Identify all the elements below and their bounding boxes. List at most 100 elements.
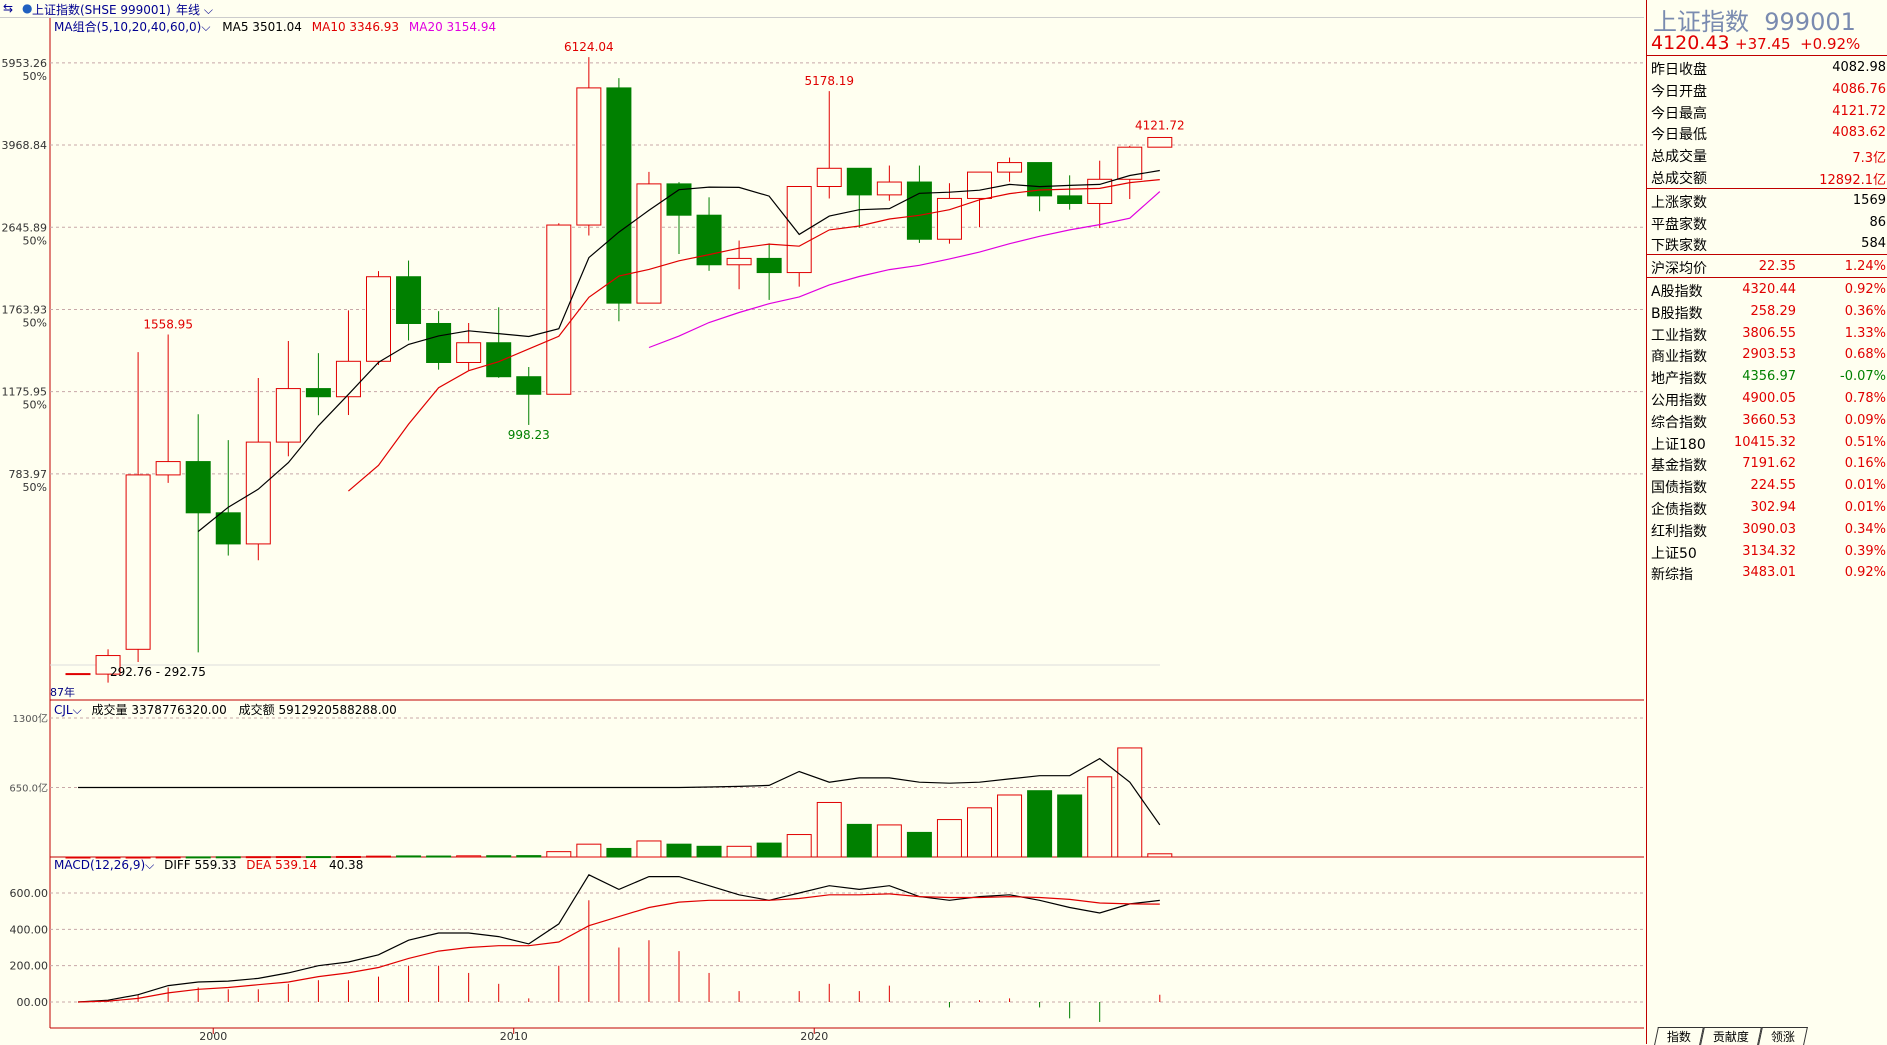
separator	[1647, 277, 1887, 278]
ma5-line	[197, 169, 1160, 532]
volume-axis-label: 1300亿	[13, 712, 48, 725]
candle-body	[997, 162, 1023, 173]
bottom-tabs: 指数 贡献度 领涨	[1654, 1027, 1808, 1045]
quote-label: 下跌家数	[1651, 238, 1707, 255]
candle-body	[576, 87, 602, 226]
candle-body	[155, 461, 181, 476]
candle-body	[516, 376, 542, 395]
index-row-4[interactable]: 地产指数 4356.97 -0.07%	[1647, 365, 1887, 387]
main-indicator-header: MA组合(5,10,20,40,60,0)⌵ MA5 3501.04 MA10 …	[54, 18, 496, 35]
chevron-down-icon[interactable]: ⌵	[145, 858, 155, 872]
avg-price-row[interactable]: 沪深均价 22.35 1.24%	[1647, 255, 1887, 277]
quote-label: 公用指数	[1651, 393, 1707, 409]
volume-bar	[576, 843, 602, 858]
quote-label: 工业指数	[1651, 327, 1707, 344]
volume-bar	[305, 856, 331, 859]
volume-bar	[816, 801, 842, 858]
candle-body	[936, 197, 962, 240]
quote-price: 4120.43	[1651, 32, 1730, 54]
volume-indicator-selector[interactable]: CJL	[54, 703, 73, 717]
start-year-label: 87年	[50, 685, 75, 699]
quote-value: 4086.76	[1832, 81, 1886, 97]
security-name[interactable]: 上证指数(SHSE 999001)	[32, 3, 171, 17]
breadth-row-0[interactable]: 上涨家数 1569	[1647, 189, 1887, 211]
quote-row-5[interactable]: 总成交额 12892.1亿	[1647, 165, 1887, 188]
low-price-label: 998.23	[508, 428, 550, 442]
quote-value: 86	[1869, 214, 1886, 230]
volume-bar	[155, 856, 181, 859]
breadth-row-2[interactable]: 下跌家数 584	[1647, 232, 1887, 254]
quote-label: B股指数	[1651, 305, 1703, 322]
chevron-down-icon[interactable]: ⌵	[72, 703, 82, 717]
quote-percent: 0.09%	[1844, 412, 1886, 428]
index-row-9[interactable]: 国债指数 224.55 0.01%	[1647, 474, 1887, 496]
quote-label: 今日最低	[1651, 127, 1707, 144]
quote-row-1[interactable]: 今日开盘 4086.76	[1647, 78, 1887, 100]
price-axis-percent: 50%	[23, 316, 47, 329]
separator	[1647, 55, 1887, 56]
quote-panel: 上证指数 999001 4120.43 +37.45 +0.92% 昨日收盘 40…	[1646, 0, 1887, 1044]
volume-bar	[516, 855, 542, 858]
ma20-value: MA20 3154.94	[408, 20, 497, 34]
index-row-11[interactable]: 红利指数 3090.03 0.34%	[1647, 518, 1887, 540]
candle-body	[366, 276, 391, 362]
volume-bar	[1147, 853, 1173, 858]
price-axis-percent: 50%	[23, 234, 47, 247]
candle-body	[245, 441, 271, 545]
kline-chart-svg[interactable]: 5953.2650%3968.842645.8950%1763.9350%117…	[0, 0, 1644, 1044]
volume-bar	[1117, 747, 1143, 858]
back-forward-icon[interactable]: ⇆	[3, 1, 14, 15]
tab-leaders[interactable]: 领涨	[1757, 1027, 1808, 1045]
quote-value: 4320.44	[1742, 282, 1796, 297]
index-row-1[interactable]: B股指数 258.29 0.36%	[1647, 300, 1887, 322]
quote-percent: 0.39%	[1844, 543, 1886, 559]
indicator-selector[interactable]: MA组合(5,10,20,40,60,0)	[54, 20, 202, 34]
quote-value: 224.55	[1750, 478, 1797, 494]
quote-label: 平盘家数	[1651, 216, 1707, 233]
macd-axis-label: 200.00	[10, 960, 49, 973]
price-axis-label: 1763.93	[2, 303, 48, 316]
index-row-7[interactable]: 上证180 10415.32 0.51%	[1647, 431, 1887, 453]
index-row-3[interactable]: 商业指数 2903.53 0.68%	[1647, 343, 1887, 365]
x-axis-label: 2000	[199, 1030, 227, 1043]
tab-index[interactable]: 指数	[1654, 1027, 1704, 1045]
chevron-down-icon[interactable]: ⌵	[201, 20, 211, 34]
index-row-5[interactable]: 公用指数 4900.05 0.78%	[1647, 387, 1887, 409]
quote-value: 2903.53	[1742, 347, 1796, 363]
index-row-12[interactable]: 上证50 3134.32 0.39%	[1647, 540, 1887, 562]
tab-contribution[interactable]: 贡献度	[1699, 1027, 1762, 1045]
quote-value: 4900.05	[1742, 391, 1796, 406]
index-row-8[interactable]: 基金指数 7191.62 0.16%	[1647, 452, 1887, 474]
candle-body	[125, 474, 151, 650]
quote-percent: 0.78%	[1844, 391, 1886, 406]
quote-label: 综合指数	[1651, 414, 1707, 431]
period-selector[interactable]: 年线 ⌵	[176, 3, 213, 17]
amount-value: 成交额 5912920588288.00	[238, 703, 397, 717]
quote-row-0[interactable]: 昨日收盘 4082.98	[1647, 56, 1887, 78]
index-row-6[interactable]: 综合指数 3660.53 0.09%	[1647, 409, 1887, 431]
quote-label: 商业指数	[1651, 349, 1707, 366]
quote-row-4[interactable]: 总成交量 7.3亿	[1647, 143, 1887, 167]
breadth-row-1[interactable]: 平盘家数 86	[1647, 211, 1887, 233]
macd-axis-label: 00.00	[17, 996, 49, 1009]
quote-label: 今日开盘	[1651, 83, 1707, 100]
volume-bar	[456, 855, 482, 858]
index-row-13[interactable]: 新综指 3483.01 0.92%	[1647, 561, 1887, 583]
candle-body	[1057, 195, 1083, 204]
volume-bar	[426, 855, 452, 858]
price-axis-label: 3968.84	[2, 139, 48, 152]
quote-label: 昨日收盘	[1651, 62, 1707, 78]
quote-value: 7.3亿	[1852, 151, 1886, 167]
index-row-2[interactable]: 工业指数 3806.55 1.33%	[1647, 322, 1887, 344]
index-row-10[interactable]: 企债指数 302.94 0.01%	[1647, 496, 1887, 518]
chart-area[interactable]: ⇆ ● 上证指数(SHSE 999001) 年线 ⌵ MA组合(5,10,20,…	[0, 0, 1644, 1044]
quote-row-2[interactable]: 今日最高 4121.72	[1647, 100, 1887, 122]
quote-label: 上涨家数	[1651, 194, 1707, 211]
quote-change: +37.45 +0.92%	[1735, 35, 1861, 53]
volume-bar	[786, 834, 812, 858]
volume-bar	[1057, 794, 1083, 858]
index-row-0[interactable]: A股指数 4320.44 0.92%	[1647, 278, 1887, 300]
quote-value: 10415.32	[1733, 434, 1796, 450]
quote-row-3[interactable]: 今日最低 4083.62	[1647, 121, 1887, 143]
macd-indicator-selector[interactable]: MACD(12,26,9)	[54, 858, 146, 872]
